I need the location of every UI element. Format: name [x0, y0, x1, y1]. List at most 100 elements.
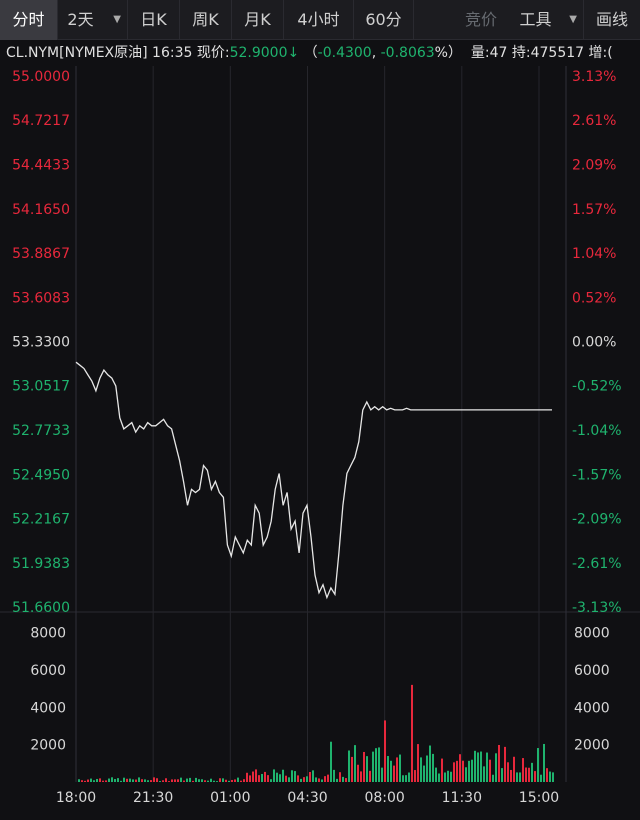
volume-bar [120, 780, 122, 782]
tab-daily-k[interactable]: 日K [128, 0, 180, 40]
volume-bar [399, 754, 401, 782]
price-line [75, 361, 552, 600]
tab-label: 日K [140, 10, 167, 29]
volume-bar [90, 778, 92, 782]
volume-bar [381, 767, 383, 782]
volume-bar [483, 766, 485, 782]
volume-bar [432, 753, 434, 782]
volume-bar [546, 768, 548, 782]
draw-line-button[interactable]: 画线 [584, 0, 640, 40]
volume-bar [318, 778, 320, 782]
volume-bar [135, 779, 137, 782]
volume-bar [330, 741, 332, 782]
volume-bar [228, 780, 230, 782]
volume-bar [219, 778, 221, 782]
volume-bar [345, 778, 347, 782]
tab-label: 工具 [519, 10, 552, 29]
volume-bar [492, 774, 494, 782]
volume-bar [363, 751, 365, 782]
time-axis-tick: 08:00 [364, 790, 404, 806]
volume-bar [549, 771, 551, 782]
volume-bar [105, 780, 107, 782]
volume-bar [384, 720, 386, 782]
volume-bar [147, 780, 149, 782]
volume-bar [369, 770, 371, 782]
volume-bar [264, 771, 266, 782]
open-interest-value: 475517 [530, 45, 585, 61]
volume-bar [129, 778, 131, 782]
volume-bar [420, 757, 422, 782]
volume-axis-tick: 2000 [574, 738, 610, 754]
volume-bar [540, 774, 542, 782]
tab-auction[interactable]: 竞价 [414, 0, 508, 40]
change-close: %） [434, 45, 462, 61]
volume-bar [213, 780, 215, 782]
volume-bar [543, 743, 545, 782]
volume-bar [501, 768, 503, 782]
chart-toolbar: 分时 2天 ▼ 日K 周K 月K 4小时 60分 竞价 工具 ▼ 画线 [0, 0, 640, 40]
volume-bar [231, 779, 233, 782]
tab-4-hour[interactable]: 4小时 [284, 0, 354, 40]
volume-bar [150, 780, 152, 782]
price-volume-chart[interactable]: 55.0000 3.13% 54.7217 2.61% 54.4433 2.09% 54.1… [0, 66, 640, 820]
volume-bar [141, 779, 143, 782]
chart-area[interactable]: 55.0000 3.13% 54.7217 2.61% 54.4433 2.09% 54.1… [0, 66, 640, 820]
volume-bar [474, 750, 476, 782]
volume-bar [87, 779, 89, 782]
volume-bar [246, 772, 248, 782]
tools-menu[interactable]: 工具 ▼ [508, 0, 584, 40]
price-axis-tick: 51.6600 [12, 600, 70, 616]
percent-axis-tick: -3.13% [572, 600, 622, 616]
volume-bar [456, 760, 458, 782]
volume-bar [375, 748, 377, 782]
tab-label: 画线 [595, 10, 628, 29]
volume-bar [282, 769, 284, 782]
volume-bar [186, 778, 188, 782]
volume-bar [348, 750, 350, 782]
volume-bar [327, 774, 329, 782]
tab-monthly-k[interactable]: 月K [232, 0, 284, 40]
volume-bar [447, 770, 449, 782]
volume-bar [126, 778, 128, 782]
volume-bar [522, 758, 524, 782]
tab-two-day[interactable]: 2天 ▼ [58, 0, 128, 40]
volume-bar [444, 772, 446, 782]
volume-bar [189, 777, 191, 782]
chevron-down-icon: ▼ [569, 14, 577, 25]
time-axis-tick: 18:00 [56, 790, 96, 806]
volume-bar [78, 779, 80, 782]
tab-label: 4小时 [297, 10, 340, 29]
quote-info-line: CL.NYM[NYMEX原油] 16:35 现价:52.9000↓ （-0.43… [0, 40, 640, 66]
volume-bar [354, 745, 356, 782]
volume-bar [144, 779, 146, 782]
percent-axis-tick: 2.09% [572, 158, 616, 174]
tab-weekly-k[interactable]: 周K [180, 0, 232, 40]
volume-bar [498, 744, 500, 782]
percent-axis-tick: -1.04% [572, 423, 622, 439]
price-axis-tick: 52.2167 [12, 511, 70, 527]
volume-bar [240, 780, 242, 782]
volume-axis-tick: 8000 [30, 626, 66, 642]
volume-bar [402, 775, 404, 782]
open-interest-label: 持: [511, 45, 531, 61]
price-label: 现价: [196, 45, 230, 61]
volume-bar [516, 772, 518, 782]
volume-bar [303, 777, 305, 782]
price-axis-tick: 53.0517 [12, 379, 70, 395]
volume-bar [279, 774, 281, 782]
volume-bar [459, 754, 461, 782]
tab-label: 月K [244, 10, 271, 29]
volume-bar [180, 777, 182, 782]
volume-bar [426, 755, 428, 782]
tab-intraday[interactable]: 分时 [0, 0, 58, 40]
volume-axis-tick: 6000 [574, 663, 610, 679]
volume-bar [111, 777, 113, 782]
volume-label: 量: [470, 45, 490, 61]
tab-60-min[interactable]: 60分 [354, 0, 414, 40]
tab-label: 2天 [67, 10, 94, 29]
volume-bar [486, 752, 488, 782]
percent-axis-tick: 0.52% [572, 290, 616, 306]
symbol-label: CL.NYM[NYMEX原油] [6, 45, 148, 61]
volume-bar [513, 756, 515, 782]
volume-bar [159, 781, 161, 782]
